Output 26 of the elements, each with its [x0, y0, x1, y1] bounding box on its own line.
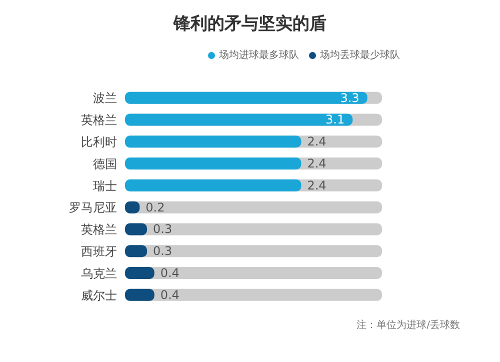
data-label: 3.1	[326, 112, 345, 127]
y-tick-label: 西班牙	[81, 244, 117, 259]
data-label: 2.4	[307, 134, 326, 149]
y-tick-label: 比利时	[81, 135, 117, 150]
data-label: 2.4	[307, 178, 326, 192]
y-tick-label: 威尔士	[81, 288, 117, 302]
data-label: 0.2	[146, 200, 165, 214]
legend-label: 场均进球最多球队	[219, 50, 299, 61]
data-label: 0.4	[160, 266, 180, 280]
text: 注：单位为进球/丢球数	[356, 318, 460, 332]
legend-label: 场均丢球最少球队	[320, 50, 400, 61]
chart-title: 锋利的矛与坚实的盾	[172, 13, 328, 35]
y-tick-label: 英格兰	[81, 222, 117, 237]
data-label: 0.3	[153, 244, 172, 258]
data-label: 0.3	[153, 222, 172, 236]
bar	[125, 267, 154, 280]
y-tick-label: 罗马尼亚	[69, 200, 117, 215]
data-label: 2.4	[307, 156, 326, 171]
data-label: 3.3	[340, 90, 360, 105]
y-tick-label: 乌克兰	[81, 266, 117, 280]
y-tick-label: 英格兰	[81, 113, 117, 128]
bar	[125, 288, 154, 301]
y-tick-label: 德国	[93, 156, 117, 171]
y-tick-label: 波兰	[93, 91, 117, 106]
data-label: 0.4	[160, 288, 180, 302]
y-tick-label: 瑞士	[93, 178, 117, 193]
